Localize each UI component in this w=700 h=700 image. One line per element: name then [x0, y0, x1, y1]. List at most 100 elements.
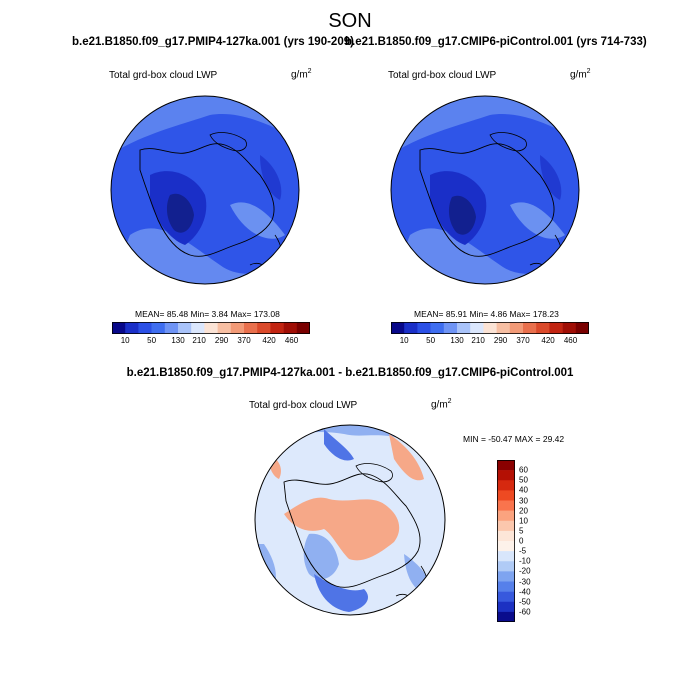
colorbar-label: 290: [493, 336, 508, 345]
colorbar-label: 460: [284, 336, 299, 345]
main-title: SON: [328, 10, 372, 32]
diff-colorbar-label: -30: [519, 577, 531, 586]
colorbar-swatch: [257, 322, 271, 334]
colorbar-swatch: [125, 322, 139, 334]
colorbar-swatch: [430, 322, 445, 334]
colorbar-label: 420: [262, 336, 276, 345]
diff-colorbar-swatch: [497, 561, 515, 572]
colorbar-label: 210: [471, 336, 485, 345]
colorbar-swatch: [509, 322, 524, 334]
colorbar-swatch: [404, 322, 418, 334]
panel1-colorbar: 10 50 130 210 290 370 420 460: [112, 322, 310, 346]
diff-colorbar-label: -5: [519, 546, 527, 556]
diff-colorbar-label: 40: [519, 485, 528, 495]
panel1-colorbar-labels: 10 50 130 210 290 370 420 460: [112, 334, 310, 346]
colorbar-label: 50: [426, 336, 436, 345]
panel2-units: g/m2: [570, 68, 591, 81]
colorbar-swatch: [575, 322, 589, 334]
panel2-colorbar: 10 50 130 210 290 370 420 460: [391, 322, 589, 346]
colorbar-swatch: [470, 322, 484, 334]
colorbar-swatch: [483, 322, 497, 334]
colorbar-swatch: [217, 322, 232, 334]
colorbar-label: 10: [399, 336, 409, 345]
diff-colorbar-swatches: [497, 460, 515, 622]
diff-colorbar-swatch: [497, 611, 515, 622]
diff-colorbar-label: 20: [519, 506, 528, 516]
diff-colorbar-label: 0: [519, 536, 524, 546]
panel2-title: b.e21.B1850.f09_g17.CMIP6-piControl.001 …: [345, 36, 647, 48]
panel1-variable-label: Total grd-box cloud LWP: [109, 70, 218, 81]
colorbar-label: 290: [214, 336, 229, 345]
colorbar-swatch: [230, 322, 245, 334]
panel2-stats: MEAN= 85.91 Min= 4.86 Max= 178.23: [414, 309, 559, 319]
colorbar-label: 130: [171, 336, 185, 345]
diff-colorbar-label: 5: [519, 526, 524, 536]
panel2-map: [390, 95, 580, 285]
diff-colorbar-swatch: [497, 520, 515, 532]
colorbar-label: 370: [237, 336, 251, 345]
diff-colorbar-swatch: [497, 571, 515, 582]
diff-colorbar-labels: 60 50 40 30 20 10 5 0 -5 -10 -20 -30 -40 -50 -60: [519, 460, 559, 622]
panel2-colorbar-swatches: [391, 322, 589, 334]
colorbar-swatch: [244, 322, 258, 334]
diff-title: b.e21.B1850.f09_g17.PMIP4-127ka.001 - b.…: [126, 367, 574, 379]
diff-colorbar-swatch: [497, 601, 515, 613]
colorbar-label: 10: [120, 336, 130, 345]
colorbar-swatch: [138, 322, 152, 334]
diff-colorbar-label: 60: [519, 465, 528, 475]
diff-map: [254, 424, 446, 616]
diff-minmax: MIN = -50.47 MAX = 29.42: [463, 434, 565, 444]
colorbar-swatch: [536, 322, 550, 334]
panel1-stats: MEAN= 85.48 Min= 3.84 Max= 173.08: [135, 309, 280, 319]
diff-colorbar-swatch: [497, 500, 515, 511]
diff-colorbar-swatch: [497, 470, 515, 481]
panel1-title: b.e21.B1850.f09_g17.PMIP4-127ka.001 (yrs…: [72, 36, 354, 48]
colorbar-label: 210: [192, 336, 206, 345]
diff-colorbar-swatch: [497, 581, 515, 592]
colorbar-swatch: [296, 322, 310, 334]
colorbar-label: 460: [563, 336, 578, 345]
colorbar-swatch: [178, 322, 192, 334]
colorbar-swatch: [204, 322, 218, 334]
colorbar-swatch: [270, 322, 284, 334]
diff-colorbar-swatch: [497, 510, 515, 522]
diff-colorbar-swatch: [497, 460, 515, 471]
colorbar-swatch: [164, 322, 179, 334]
colorbar-label: 370: [516, 336, 530, 345]
diff-colorbar-swatch: [497, 480, 515, 491]
diff-colorbar-label: -50: [519, 597, 531, 607]
diff-colorbar-swatch: [497, 490, 515, 501]
diff-colorbar-label: -40: [519, 587, 531, 597]
diff-colorbar-swatch: [497, 551, 515, 562]
diff-colorbar-label: -10: [519, 556, 531, 566]
colorbar-swatch: [443, 322, 458, 334]
diff-colorbar-label: -60: [519, 607, 531, 617]
panel1-colorbar-swatches: [112, 322, 310, 334]
panel2-variable-label: Total grd-box cloud LWP: [388, 70, 497, 81]
colorbar-label: 130: [450, 336, 464, 345]
colorbar-swatch: [523, 322, 537, 334]
colorbar-swatch: [562, 322, 577, 334]
colorbar-swatch: [549, 322, 563, 334]
colorbar-swatch: [151, 322, 166, 334]
diff-colorbar-swatch: [497, 541, 515, 552]
panel1-units: g/m2: [291, 68, 312, 81]
diff-colorbar-label: -20: [519, 566, 531, 576]
diff-colorbar-label: 30: [519, 496, 528, 505]
diff-colorbar-swatch: [497, 530, 515, 542]
colorbar-swatch: [417, 322, 431, 334]
colorbar-swatch: [457, 322, 471, 334]
colorbar-label: 50: [147, 336, 157, 345]
colorbar-swatch: [283, 322, 298, 334]
panel2-colorbar-labels: 10 50 130 210 290 370 420 460: [391, 334, 589, 346]
colorbar-swatch: [191, 322, 205, 334]
colorbar-swatch: [391, 322, 405, 334]
diff-colorbar-label: 10: [519, 516, 528, 526]
diff-units: g/m2: [431, 398, 452, 411]
panel1-map: [110, 95, 300, 285]
diff-colorbar-label: 50: [519, 475, 528, 485]
diff-variable-label: Total grd-box cloud LWP: [249, 400, 358, 411]
colorbar-label: 420: [541, 336, 555, 345]
colorbar-swatch: [496, 322, 511, 334]
colorbar-swatch: [112, 322, 126, 334]
